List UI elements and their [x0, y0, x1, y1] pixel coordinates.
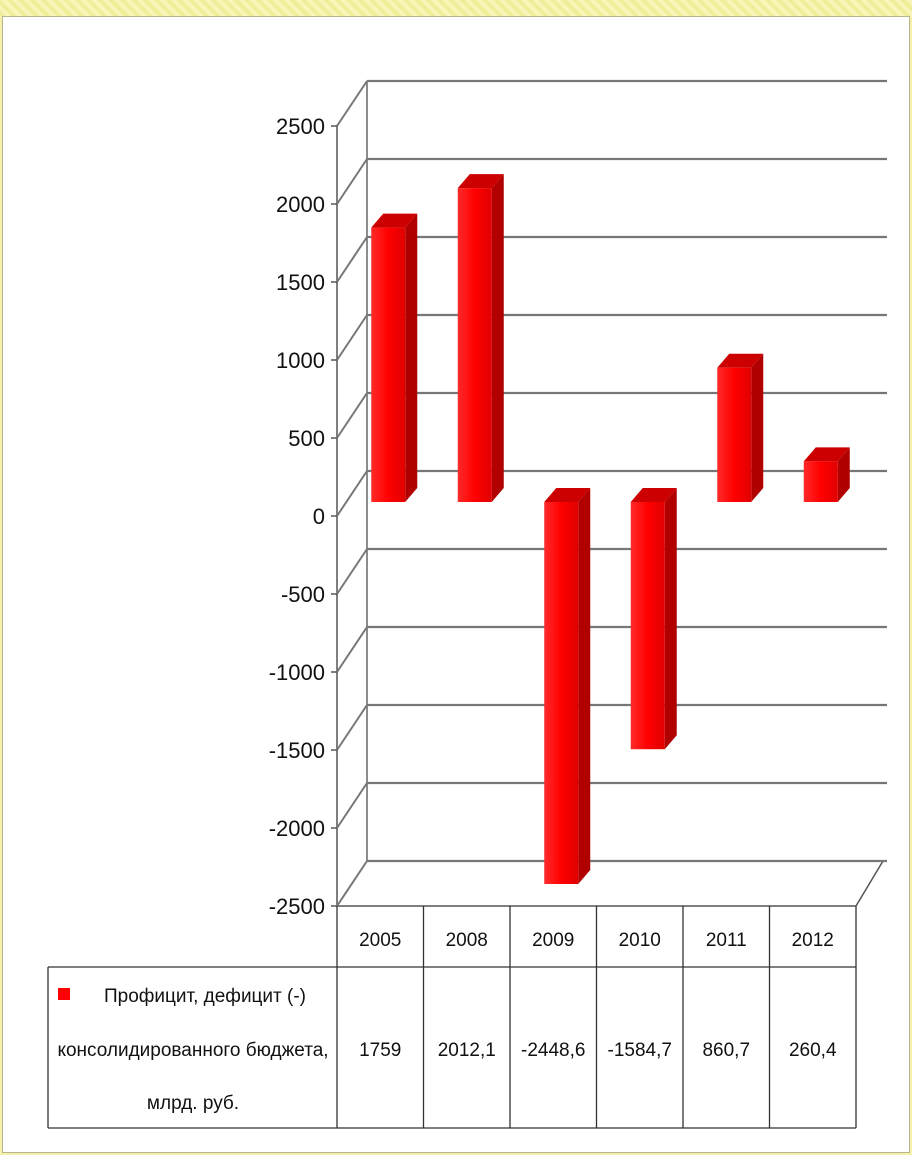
- bar-side-face: [664, 488, 677, 750]
- bars: [371, 174, 850, 884]
- y-tick-label: 1500: [276, 270, 325, 295]
- bar-2012: [803, 447, 850, 502]
- x-category-label: 2012: [792, 930, 834, 951]
- gridline-diagonal: [336, 392, 368, 439]
- x-category-label: 2009: [532, 930, 574, 951]
- x-category-label: 2008: [446, 930, 488, 951]
- data-value-label: -2448,6: [521, 1040, 585, 1061]
- data-value-label: 1759: [359, 1040, 401, 1061]
- bar-side-face: [491, 174, 504, 502]
- bar-side-face: [405, 213, 418, 502]
- x-category-label: 2010: [619, 930, 661, 951]
- legend-key: [58, 988, 70, 1000]
- gridline-diagonal: [336, 80, 368, 127]
- y-tick-label: 1000: [276, 348, 325, 373]
- gridline-diagonal: [336, 626, 368, 673]
- gridline-diagonal: [336, 314, 368, 361]
- bar-side-face: [751, 353, 764, 502]
- bar-front-face: [803, 461, 838, 502]
- bar-front-face: [371, 227, 406, 502]
- bar-2008: [457, 174, 504, 502]
- y-tick-label: -2000: [269, 816, 325, 841]
- bar-top-face: [803, 447, 850, 462]
- data-value-label: 260,4: [789, 1040, 837, 1061]
- bar-2010: [630, 488, 677, 750]
- y-tick-label: 2500: [276, 114, 325, 139]
- data-value-label: -1584,7: [608, 1040, 672, 1061]
- bar-top-face: [371, 213, 418, 228]
- y-tick-label: -1000: [269, 660, 325, 685]
- chart-panel: [2, 16, 910, 1153]
- gridline-diagonal: [336, 782, 368, 829]
- x-category-label: 2011: [706, 930, 747, 951]
- gridline-diagonal: [336, 470, 368, 517]
- bar-front-face: [544, 502, 579, 884]
- bar-2005: [371, 213, 418, 502]
- bar-front-face: [717, 367, 752, 502]
- y-tick-label: -2500: [269, 894, 325, 919]
- bar-top-face: [457, 174, 504, 189]
- bar-front-face: [457, 188, 492, 502]
- y-tick-label: 0: [313, 504, 325, 529]
- y-tick-label: 500: [288, 426, 325, 451]
- bar-side-face: [837, 447, 850, 502]
- bar-top-face: [544, 488, 591, 502]
- floor-right-edge: [855, 860, 884, 907]
- top-decorative-band: [0, 0, 912, 16]
- gridline-diagonal: [336, 704, 368, 751]
- bar-side-face: [578, 488, 591, 884]
- gridline-diagonal: [336, 158, 368, 205]
- gridline-diagonal: [336, 236, 368, 283]
- y-axis: 2500 2000 1500 1000 500 0 -500 -1000 -1500 -2000 -…: [269, 114, 337, 919]
- data-value-label: 2012,1: [438, 1040, 496, 1061]
- bar-2011: [717, 353, 764, 502]
- data-value-label: 860,7: [702, 1040, 750, 1061]
- series-name-line: млрд. руб.: [147, 1093, 239, 1114]
- gridline-diagonal: [336, 860, 368, 907]
- gridlines: [336, 79, 887, 907]
- y-tick-label: 2000: [276, 192, 325, 217]
- bar-top-face: [630, 488, 677, 502]
- series-name-line: консолидированного бюджета,: [57, 1040, 328, 1061]
- bar-top-face: [717, 353, 764, 368]
- gridline-diagonal: [336, 548, 368, 595]
- data-table: 2005 1759 2008 2012,1 2009 -2448,6 2010 -1584,7…: [47, 906, 857, 1129]
- x-category-label: 2005: [359, 930, 401, 951]
- bar-front-face: [630, 502, 665, 750]
- y-tick-label: -1500: [269, 738, 325, 763]
- y-tick-label: -500: [281, 582, 325, 607]
- bar-2009: [544, 488, 591, 884]
- series-name-line: Профицит, дефицит (-): [104, 986, 306, 1007]
